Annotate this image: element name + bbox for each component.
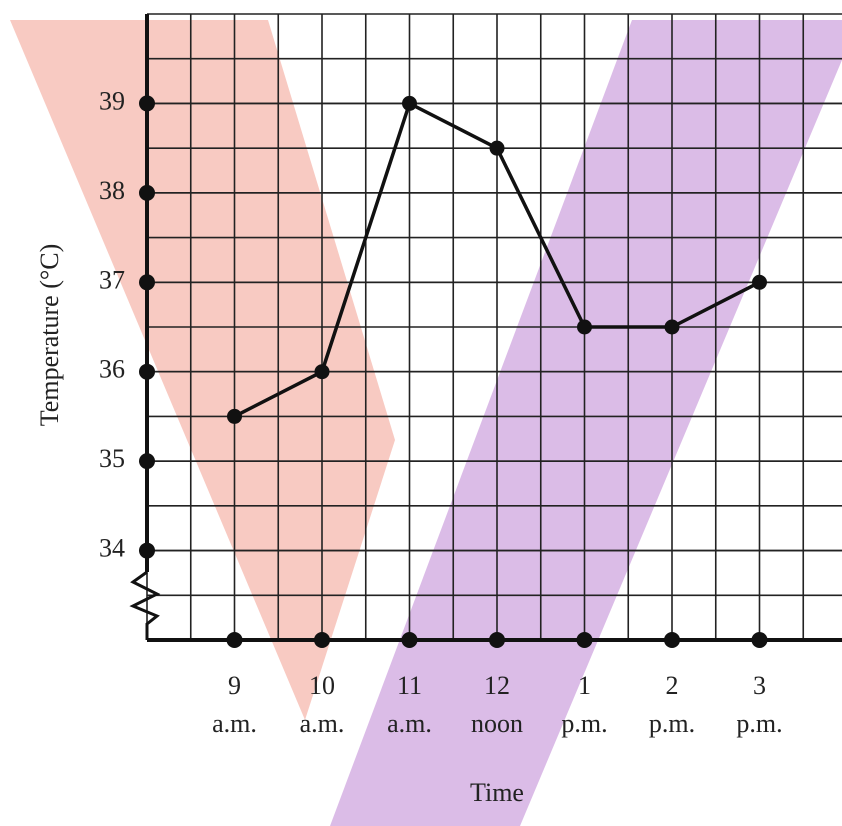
x-tick-dot [401,632,418,648]
x-tick-label: 3 [753,671,766,700]
x-tick-dot [664,632,680,648]
x-tick-label: a.m. [387,709,432,738]
x-tick-label: a.m. [300,709,345,738]
y-tick-label: 34 [99,534,125,563]
x-tick-label: p.m. [736,709,782,738]
x-tick-label: 12 [484,671,510,700]
pink-band [10,20,395,720]
x-tick-dot [314,632,330,648]
x-tick-label: 10 [309,671,335,700]
grid [146,13,842,641]
data-point [227,408,242,424]
y-axis-label: Temperature (°C) [35,244,64,427]
marks: 34 35 36 37 38 39 9 a.m. 10 a.m. 11 a.m. 12 noon 1 p.m.… [99,14,842,738]
x-axis-label: Time [470,778,524,807]
purple-band [330,20,842,826]
data-point [402,95,417,111]
x-tick-label: 2 [666,671,679,700]
x-tick-dot [751,632,768,648]
data-point [752,274,767,290]
y-tick-label: 38 [99,176,125,205]
axis-break [129,570,161,640]
x-tick-label: a.m. [212,709,257,738]
x-tick-label: 11 [397,671,422,700]
y-tick-label: 35 [99,444,125,473]
data-point [577,319,592,335]
data-point [489,140,505,156]
x-tick-label: 9 [228,671,241,700]
x-tick-label: 1 [578,671,591,700]
x-tick-label: p.m. [649,709,695,738]
x-tick-label: noon [471,709,523,738]
x-tick-dot [226,632,243,648]
x-tick-dot [576,632,593,648]
y-tick-label: 36 [99,355,125,384]
y-tick-label: 37 [99,265,125,294]
x-tick-dot [489,632,505,648]
x-tick-label: p.m. [561,709,607,738]
data-point [664,319,680,335]
y-tick-label: 39 [99,86,125,115]
data-point [314,364,330,380]
